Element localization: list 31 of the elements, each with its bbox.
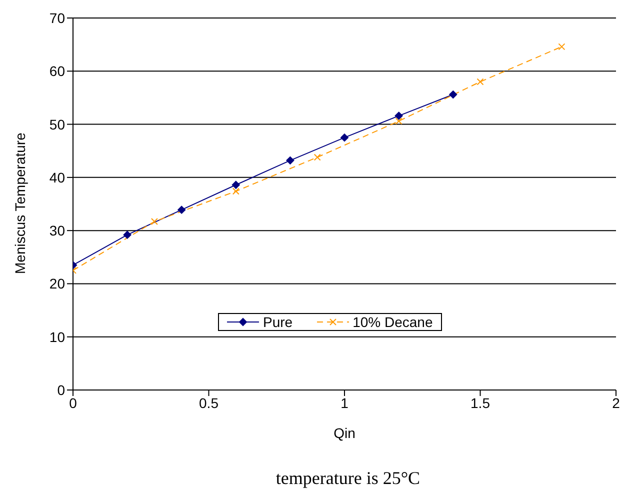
x-tick-label: 1.5	[470, 394, 490, 411]
y-tick-label: 0	[57, 382, 66, 398]
point	[232, 180, 240, 189]
point	[558, 43, 566, 50]
point	[150, 218, 158, 226]
x-tick-label: 0	[69, 394, 78, 411]
x-tick-label: 0.5	[199, 394, 219, 411]
legend-label: Pure	[263, 314, 293, 330]
point	[232, 188, 240, 195]
y-tick-label: 60	[49, 63, 66, 80]
legend-label: 10% Decane	[352, 314, 433, 330]
point	[476, 78, 484, 86]
point	[123, 230, 132, 239]
x-tick-label: 1	[340, 394, 349, 411]
y-tick-label: 70	[49, 10, 66, 26]
point	[394, 112, 403, 120]
y-tick-label: 30	[49, 222, 66, 239]
x-axis-title: Qin	[334, 425, 356, 441]
y-axis-title: Meniscus Temperature	[12, 132, 28, 274]
point	[449, 90, 458, 99]
y-tick-label: 20	[49, 276, 66, 292]
y-tick-label: 40	[49, 169, 66, 186]
point	[178, 206, 186, 214]
point	[286, 156, 294, 164]
text: temperature is 25°C	[274, 468, 422, 489]
y-tick-label: 50	[49, 116, 66, 132]
point	[314, 154, 321, 161]
x-tick-label: 2	[612, 394, 620, 411]
y-tick-label: 10	[49, 328, 66, 345]
point	[395, 118, 402, 125]
point	[340, 134, 348, 142]
